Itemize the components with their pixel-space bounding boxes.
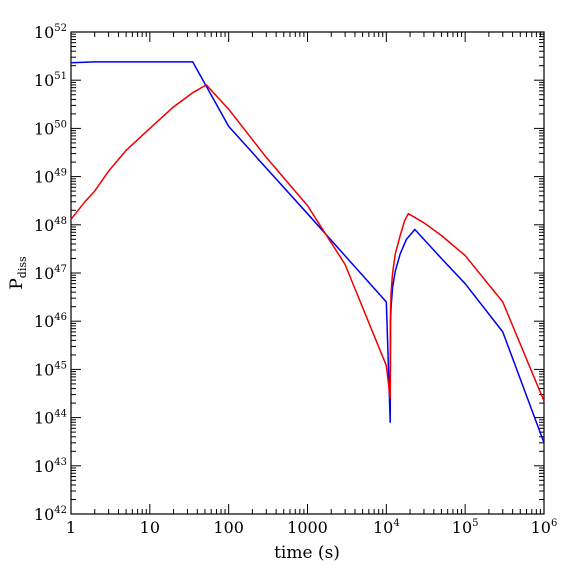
x-tick-label-exp: 5 [472, 518, 478, 529]
axis-ticks [70, 32, 544, 515]
x-tick-label: 1 [66, 518, 76, 537]
y-axis-label-sub: diss [16, 256, 29, 278]
x-tick-label: 10 [140, 518, 160, 537]
y-tick-label-exp: 43 [54, 457, 67, 468]
x-tick-label-exp: 6 [551, 518, 557, 529]
y-tick-label-exp: 44 [54, 409, 67, 420]
y-tick-label: 1051 [34, 71, 67, 90]
y-tick-label: 1045 [34, 360, 67, 379]
y-tick-label-exp: 51 [54, 71, 67, 82]
plot-frame [70, 31, 545, 515]
x-tick-label: 104 [373, 518, 400, 537]
y-tick-label-base: 10 [34, 457, 54, 476]
y-tick-label-base: 10 [34, 505, 54, 524]
y-tick-label-base: 10 [34, 23, 54, 42]
y-axis-label-main: P [7, 278, 27, 289]
y-tick-label: 1046 [34, 312, 67, 331]
y-tick-label-exp: 42 [54, 505, 67, 516]
x-tick-label: 106 [531, 518, 558, 537]
y-tick-label-base: 10 [34, 119, 54, 138]
y-tick-label: 1048 [34, 216, 67, 235]
y-tick-label-exp: 45 [54, 360, 67, 371]
x-tick-label: 100 [213, 518, 244, 537]
x-tick-label: 1000 [287, 518, 328, 537]
y-tick-label-exp: 50 [54, 119, 67, 130]
y-tick-label-exp: 47 [54, 264, 67, 275]
series-layer [70, 61, 545, 444]
x-tick-label-base: 10 [531, 518, 551, 537]
y-tick-label-base: 10 [34, 360, 54, 379]
y-tick-label-base: 10 [34, 168, 54, 187]
x-tick-label-base: 10 [452, 518, 472, 537]
x-tick-label-base: 10 [373, 518, 393, 537]
y-tick-label: 1043 [34, 457, 67, 476]
y-tick-label-base: 10 [34, 409, 54, 428]
y-tick-label-base: 10 [34, 71, 54, 90]
x-tick-label-base: 1000 [287, 518, 328, 537]
y-tick-label-base: 10 [34, 216, 54, 235]
y-tick-label-base: 10 [34, 264, 54, 283]
series-line-1 [70, 61, 545, 444]
y-tick-label-exp: 46 [54, 312, 67, 323]
y-tick-label: 1047 [34, 264, 67, 283]
x-axis-label: time (s) [274, 543, 340, 563]
x-tick-label-base: 100 [213, 518, 244, 537]
series-line-2 [70, 84, 545, 402]
y-tick-label: 1044 [34, 409, 67, 428]
y-tick-label-exp: 52 [54, 23, 67, 34]
y-tick-label-exp: 48 [54, 216, 67, 227]
y-tick-label-base: 10 [34, 312, 54, 331]
y-tick-label: 1049 [34, 168, 67, 187]
x-tick-label-base: 10 [140, 518, 160, 537]
y-tick-label: 1042 [34, 505, 67, 524]
y-tick-label: 1052 [34, 23, 67, 42]
x-tick-label-exp: 4 [393, 518, 399, 529]
y-tick-label-exp: 49 [54, 168, 67, 179]
y-axis-label: Pdiss [7, 256, 29, 290]
tick-labels: 1 10 100 1000 104 105 106104210431044104510461… [34, 23, 557, 537]
x-tick-label: 105 [452, 518, 479, 537]
y-tick-label: 1050 [34, 119, 67, 138]
x-tick-label-base: 1 [66, 518, 76, 537]
